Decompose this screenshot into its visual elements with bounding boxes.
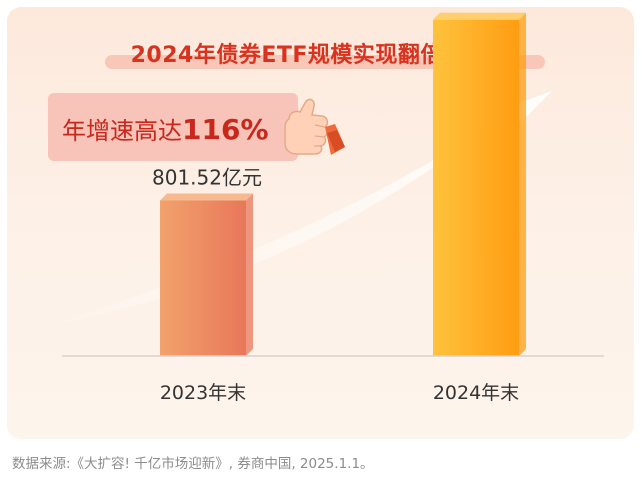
bar-top: [160, 193, 253, 201]
growth-badge-value: 116%: [182, 113, 269, 146]
data-label: 801.52亿元: [152, 166, 262, 190]
source-note: 数据来源:《大扩容! 千亿市场迎新》, 券商中国, 2025.1.1。: [12, 456, 374, 472]
chart-svg: 801.52亿元 2023年末 1733亿元 2024年末: [52, 7, 604, 404]
thumbs-up-icon: [284, 98, 345, 155]
growth-badge-prefix: 年增速高达: [62, 117, 182, 145]
bar-top: [433, 12, 526, 20]
bar-2023年末: [160, 200, 246, 356]
bar-side: [246, 193, 253, 356]
growth-badge: 年增速高达116%: [48, 93, 298, 161]
data-label: 1733亿元: [435, 7, 526, 9]
category-label: 2023年末: [160, 382, 246, 404]
chart-card: 2024年债券ETF规模实现翻倍式增长 801.52亿元2023年末1733亿元…: [7, 7, 634, 439]
growth-badge-label: 年增速高达116%: [62, 111, 269, 146]
bar-2024年末: [433, 19, 519, 356]
category-label: 2024年末: [433, 382, 519, 404]
bar-side: [519, 12, 526, 356]
